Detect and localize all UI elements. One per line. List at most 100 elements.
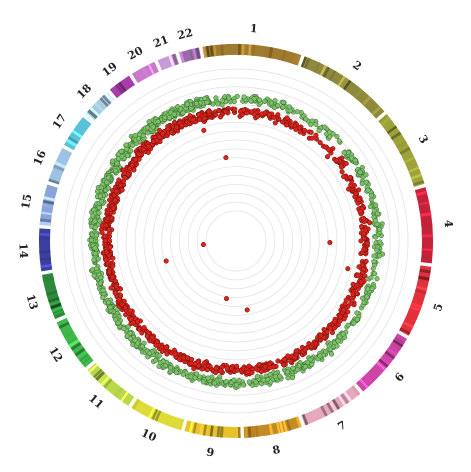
data-point-series-1: [97, 280, 103, 286]
data-point-series-2: [113, 283, 119, 289]
data-point-series-1: [309, 362, 315, 368]
cytoband: [48, 297, 60, 303]
data-point-series-1: [156, 353, 162, 359]
data-point-series-2: [256, 362, 262, 368]
data-point-series-1: [303, 116, 309, 122]
data-point-series-1: [168, 365, 174, 371]
data-point-series-2: [110, 255, 116, 261]
cytoband: [399, 327, 411, 335]
data-point-series-1: [123, 142, 129, 148]
data-point-series-2: [174, 124, 180, 130]
cytoband: [67, 136, 79, 145]
outlier-point: [345, 266, 351, 272]
cytoband: [104, 92, 115, 103]
data-point-series-1: [377, 239, 383, 245]
data-point-series-1: [124, 153, 131, 159]
data-point-series-1: [92, 218, 98, 224]
data-point-series-1: [368, 275, 374, 281]
cytoband: [39, 236, 51, 240]
grid-ring: [72, 77, 400, 405]
data-point-series-2: [358, 279, 364, 285]
data-point-series-1: [202, 95, 208, 101]
cytoband: [178, 419, 185, 431]
data-point-series-2: [347, 174, 353, 181]
data-point-series-2: [275, 112, 281, 118]
cytoband: [188, 49, 194, 61]
grid-ring: [134, 139, 338, 343]
data-point-series-2: [159, 348, 165, 354]
data-point-series-2: [272, 120, 278, 126]
cytoband: [88, 364, 98, 374]
data-point-series-2: [232, 106, 238, 112]
data-point-series-1: [177, 106, 184, 112]
data-point-series-1: [200, 379, 206, 385]
chromosome-label-21: 21: [151, 33, 170, 51]
data-point-series-2: [204, 367, 210, 373]
data-point-series-2: [191, 366, 197, 372]
data-points: [87, 93, 386, 391]
data-point-series-1: [280, 104, 286, 110]
data-point-series-2: [110, 205, 116, 211]
cytoband: [50, 302, 62, 310]
cytoband: [361, 95, 372, 106]
data-point-series-1: [184, 101, 190, 107]
data-point-series-1: [374, 210, 380, 217]
cytoband: [378, 358, 389, 368]
chromosome-label-16: 16: [31, 148, 49, 167]
cytoband: [278, 421, 285, 433]
cytoband: [313, 61, 321, 74]
data-point-series-2: [153, 342, 159, 348]
data-point-series-2: [108, 285, 114, 291]
cytoband: [322, 66, 331, 78]
cytoband: [410, 302, 423, 309]
chromosome-label-7: 7: [335, 418, 348, 433]
chromosome-label-5: 5: [431, 302, 446, 313]
cytoband: [39, 257, 51, 261]
data-point-series-1: [261, 377, 267, 383]
cytoband: [300, 56, 307, 68]
data-point-series-1: [97, 218, 103, 224]
data-point-series-1: [368, 193, 375, 199]
chromosome-ideogram: [38, 44, 433, 438]
data-point-series-2: [179, 123, 185, 129]
cytoband: [326, 402, 335, 414]
cytoband: [58, 321, 70, 329]
data-point-series-2: [359, 223, 365, 230]
data-point-series-1: [236, 377, 242, 383]
chromosome-label-2: 2: [350, 58, 364, 73]
data-point-series-1: [336, 138, 342, 144]
chromosome-label-3: 3: [416, 133, 431, 146]
data-point-series-2: [309, 135, 315, 141]
data-point-series-1: [354, 316, 360, 322]
data-point-series-2: [216, 108, 222, 114]
data-point-series-1: [302, 364, 308, 370]
data-point-series-1: [354, 310, 360, 316]
data-point-series-1: [146, 350, 153, 356]
grid-ring: [63, 68, 409, 414]
data-point-series-1: [361, 299, 367, 305]
cytoband: [332, 398, 341, 410]
data-point-series-1: [115, 320, 121, 326]
data-point-series-2: [106, 227, 112, 233]
grid-ring: [125, 130, 347, 352]
cytoband: [238, 426, 241, 438]
data-point-series-1: [322, 124, 328, 130]
outlier-point: [223, 296, 230, 302]
cytoband: [419, 268, 431, 274]
data-point-series-1: [197, 374, 203, 380]
cytoband: [248, 44, 252, 56]
data-point-series-2: [206, 108, 212, 114]
cytoband: [340, 77, 349, 89]
data-point-series-1: [192, 375, 198, 381]
data-point-series-1: [150, 124, 156, 130]
chromosome-label-14: 14: [16, 243, 30, 259]
data-point-series-1: [166, 115, 172, 121]
outlier-point: [244, 307, 250, 313]
data-point-series-1: [104, 179, 110, 185]
cytoband: [202, 424, 207, 436]
data-point-series-1: [335, 338, 341, 344]
data-point-series-1: [272, 373, 278, 380]
data-point-series-1: [308, 121, 314, 128]
cytoband: [40, 263, 52, 268]
data-point-series-2: [201, 115, 207, 121]
